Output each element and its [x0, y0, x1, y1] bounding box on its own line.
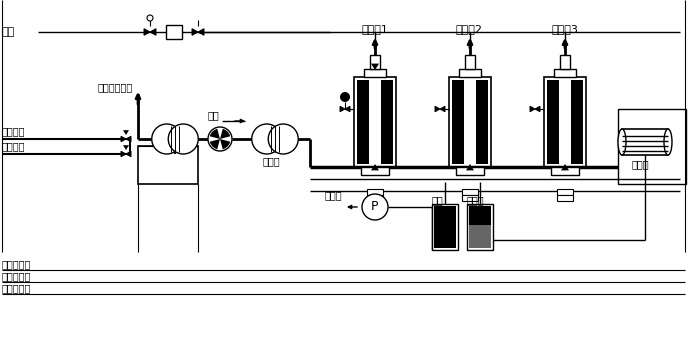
Bar: [560, 55, 570, 69]
Polygon shape: [121, 136, 126, 142]
Text: 排液泵: 排液泵: [325, 190, 343, 200]
Circle shape: [168, 124, 198, 154]
Bar: [138, 146, 198, 184]
Ellipse shape: [664, 129, 672, 155]
Text: 蒸汽: 蒸汽: [2, 27, 15, 37]
Text: 高温尾气: 高温尾气: [2, 126, 26, 136]
Circle shape: [268, 124, 298, 154]
Polygon shape: [345, 106, 350, 112]
Bar: [462, 195, 478, 201]
Bar: [554, 69, 576, 77]
Text: 吸附器2: 吸附器2: [456, 24, 483, 34]
Text: 空气: 空气: [208, 110, 219, 120]
Polygon shape: [371, 164, 379, 170]
Bar: [467, 204, 493, 250]
Bar: [381, 80, 393, 164]
Bar: [434, 206, 456, 248]
Bar: [469, 225, 491, 248]
Text: 事故尾气排放: 事故尾气排放: [98, 82, 133, 92]
Bar: [465, 55, 475, 69]
Bar: [367, 195, 383, 201]
Bar: [557, 189, 573, 195]
Text: 低温尾气: 低温尾气: [2, 141, 26, 151]
Wedge shape: [210, 129, 220, 139]
Wedge shape: [220, 129, 230, 139]
Polygon shape: [121, 151, 126, 157]
Polygon shape: [192, 29, 198, 35]
Bar: [551, 167, 579, 175]
Text: 冷却水上水: 冷却水上水: [2, 271, 31, 281]
Bar: [618, 109, 686, 184]
Polygon shape: [198, 29, 204, 35]
Bar: [364, 69, 386, 77]
Bar: [547, 80, 559, 164]
Polygon shape: [440, 106, 445, 112]
Circle shape: [362, 194, 388, 220]
Text: 冷却器: 冷却器: [263, 156, 281, 166]
Bar: [469, 206, 491, 225]
Bar: [370, 55, 380, 69]
Polygon shape: [530, 106, 535, 112]
Polygon shape: [150, 29, 156, 35]
Circle shape: [147, 15, 153, 21]
Bar: [459, 69, 481, 77]
Ellipse shape: [618, 129, 626, 155]
Circle shape: [152, 124, 181, 154]
Text: 储槽: 储槽: [432, 195, 444, 205]
Bar: [622, 129, 668, 155]
Text: 冷却水回水: 冷却水回水: [2, 259, 31, 269]
Polygon shape: [126, 136, 131, 142]
Bar: [367, 189, 383, 195]
Circle shape: [340, 92, 350, 102]
Text: 溶剂回收液: 溶剂回收液: [2, 283, 31, 293]
Text: 吸附器3: 吸附器3: [551, 24, 578, 34]
Text: 冷凝器: 冷凝器: [631, 159, 649, 169]
Polygon shape: [535, 106, 540, 112]
Bar: [357, 80, 369, 164]
Wedge shape: [220, 139, 230, 149]
Bar: [462, 189, 478, 195]
Bar: [354, 77, 396, 167]
Polygon shape: [144, 29, 150, 35]
Bar: [456, 167, 484, 175]
Bar: [361, 167, 389, 175]
Bar: [432, 204, 458, 250]
Bar: [476, 80, 488, 164]
Polygon shape: [123, 145, 129, 150]
Bar: [544, 77, 586, 167]
Circle shape: [208, 127, 232, 151]
Polygon shape: [123, 130, 129, 135]
Wedge shape: [210, 139, 220, 149]
Polygon shape: [126, 151, 131, 157]
Text: P: P: [371, 201, 379, 214]
Polygon shape: [435, 106, 440, 112]
Circle shape: [252, 124, 282, 154]
Polygon shape: [371, 64, 379, 70]
Text: 分层槽: 分层槽: [467, 195, 484, 205]
Polygon shape: [561, 164, 569, 170]
Text: 吸附器1: 吸附器1: [361, 24, 388, 34]
Polygon shape: [466, 164, 474, 170]
Bar: [557, 195, 573, 201]
Bar: [452, 80, 464, 164]
Polygon shape: [340, 106, 345, 112]
Bar: [449, 77, 491, 167]
Bar: [166, 25, 182, 39]
Bar: [571, 80, 583, 164]
